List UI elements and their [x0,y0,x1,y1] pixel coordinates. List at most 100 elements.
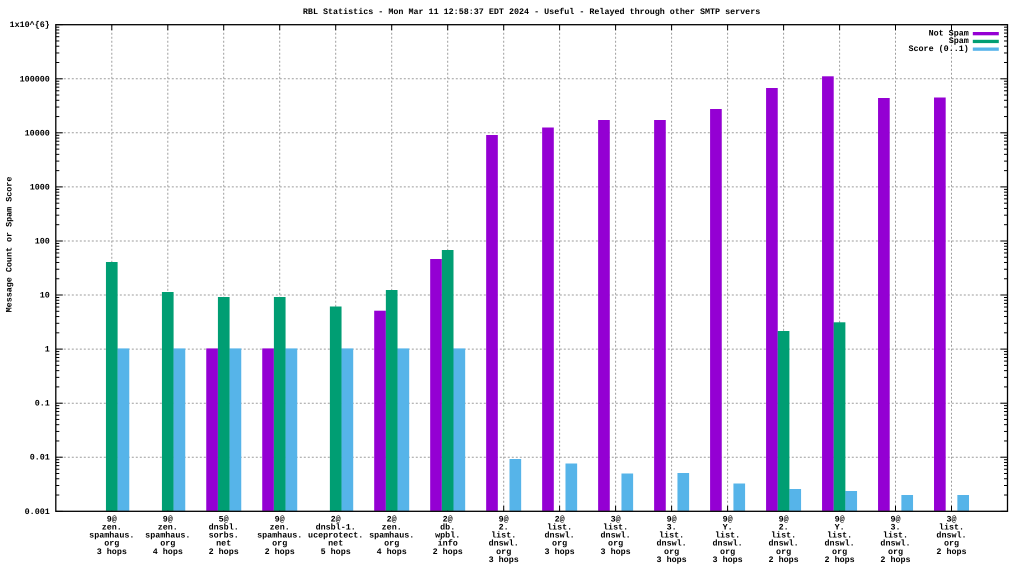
svg-text:zen.: zen. [158,523,178,533]
svg-text:3@: 3@ [611,514,621,524]
svg-text:org: org [384,539,399,549]
svg-text:list.: list. [659,531,684,541]
svg-text:dnswl.: dnswl. [713,539,743,549]
svg-text:Score (0..1): Score (0..1) [908,44,968,54]
svg-text:Y.: Y. [723,523,733,533]
svg-text:3 hops: 3 hops [657,555,687,565]
svg-text:2 hops: 2 hops [936,547,966,557]
svg-text:4 hops: 4 hops [153,547,183,557]
svg-text:3.: 3. [667,523,677,533]
svg-text:org: org [552,539,567,549]
svg-text:org: org [160,539,175,549]
svg-text:3 hops: 3 hops [545,547,575,557]
svg-text:2 hops: 2 hops [880,555,910,565]
svg-text:0.1: 0.1 [35,399,50,409]
svg-text:2 hops: 2 hops [433,547,463,557]
svg-text:net: net [216,539,231,549]
svg-text:9@: 9@ [890,514,900,524]
svg-text:org: org [272,539,287,549]
svg-text:wpbl.: wpbl. [435,531,460,541]
svg-text:list.: list. [771,531,796,541]
svg-text:2 hops: 2 hops [825,555,855,565]
svg-text:list.: list. [827,531,852,541]
svg-text:db.: db. [440,523,455,533]
svg-text:4 hops: 4 hops [377,547,407,557]
svg-text:dnswl.: dnswl. [545,531,575,541]
svg-text:3 hops: 3 hops [713,555,743,565]
svg-text:10000: 10000 [25,128,50,138]
svg-text:100000: 100000 [20,74,50,84]
svg-text:9@: 9@ [723,514,733,524]
svg-text:dnswl.: dnswl. [489,539,519,549]
svg-text:2.: 2. [499,523,509,533]
svg-text:spamhaus.: spamhaus. [257,531,302,541]
svg-text:Not Spam: Not Spam [929,28,969,38]
svg-text:dnswl.: dnswl. [825,539,855,549]
svg-text:org: org [888,547,903,557]
svg-text:9@: 9@ [499,514,509,524]
svg-text:spamhaus.: spamhaus. [145,531,190,541]
svg-text:100: 100 [35,237,50,247]
svg-text:list.: list. [715,531,740,541]
svg-text:dnsbl.: dnsbl. [209,523,239,533]
svg-text:spamhaus.: spamhaus. [89,531,134,541]
svg-text:Spam: Spam [949,36,969,46]
svg-text:list.: list. [491,531,516,541]
svg-text:org: org [664,547,679,557]
svg-text:dnswl.: dnswl. [880,539,910,549]
svg-text:3 hops: 3 hops [601,547,631,557]
svg-text:2@: 2@ [443,514,453,524]
svg-text:9@: 9@ [163,514,173,524]
svg-text:2 hops: 2 hops [209,547,239,557]
svg-text:info: info [438,539,458,549]
svg-text:10: 10 [40,291,50,301]
svg-text:net: net [328,539,343,549]
svg-text:org: org [944,539,959,549]
svg-text:zen.: zen. [270,523,290,533]
svg-text:2.: 2. [779,523,789,533]
svg-text:1x10^{6}: 1x10^{6} [10,20,50,30]
svg-text:3.: 3. [890,523,900,533]
svg-text:dnswl.: dnswl. [601,531,631,541]
svg-text:2@: 2@ [387,514,397,524]
svg-text:1: 1 [45,345,50,355]
svg-text:sorbs.: sorbs. [209,531,239,541]
svg-text:list.: list. [603,523,628,533]
svg-text:3 hops: 3 hops [489,555,519,565]
svg-text:9@: 9@ [275,514,285,524]
svg-text:3 hops: 3 hops [97,547,127,557]
svg-text:org: org [776,547,791,557]
svg-text:2@: 2@ [331,514,341,524]
svg-text:0.001: 0.001 [25,507,50,517]
svg-text:9@: 9@ [835,514,845,524]
svg-text:zen.: zen. [382,523,402,533]
svg-text:org: org [104,539,119,549]
svg-text:2 hops: 2 hops [769,555,799,565]
svg-text:list.: list. [939,523,964,533]
svg-text:2@: 2@ [555,514,565,524]
svg-text:dnsbl-1.: dnsbl-1. [316,523,356,533]
svg-text:RBL Statistics - Mon Mar 11 12: RBL Statistics - Mon Mar 11 12:58:37 EDT… [303,7,760,17]
svg-text:dnswl.: dnswl. [936,531,966,541]
svg-text:uceprotect.: uceprotect. [308,531,363,541]
svg-text:org: org [720,547,735,557]
svg-text:org: org [832,547,847,557]
svg-text:0.01: 0.01 [30,453,50,463]
svg-text:list.: list. [547,523,572,533]
svg-text:5 hops: 5 hops [321,547,351,557]
svg-text:3@: 3@ [946,514,956,524]
svg-text:9@: 9@ [779,514,789,524]
svg-text:dnswl.: dnswl. [657,539,687,549]
svg-text:dnswl.: dnswl. [769,539,799,549]
svg-text:9@: 9@ [667,514,677,524]
svg-text:Y.: Y. [835,523,845,533]
svg-text:org: org [496,547,511,557]
svg-text:1000: 1000 [30,182,50,192]
svg-text:list.: list. [883,531,908,541]
svg-text:Message Count or Spam Score: Message Count or Spam Score [5,177,15,313]
svg-text:9@: 9@ [107,514,117,524]
svg-text:spamhaus.: spamhaus. [369,531,414,541]
svg-text:2 hops: 2 hops [265,547,295,557]
svg-text:zen.: zen. [102,523,122,533]
svg-text:5@: 5@ [219,514,229,524]
